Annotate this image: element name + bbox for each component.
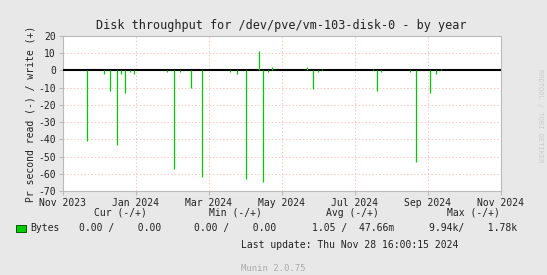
Y-axis label: Pr second read (-) / write (+): Pr second read (-) / write (+) (26, 25, 36, 202)
Text: Munin 2.0.75: Munin 2.0.75 (241, 264, 306, 273)
Text: Bytes: Bytes (30, 223, 60, 233)
Text: Avg (-/+): Avg (-/+) (327, 208, 379, 218)
Text: 1.05 /  47.66m: 1.05 / 47.66m (312, 223, 394, 233)
Title: Disk throughput for /dev/pve/vm-103-disk-0 - by year: Disk throughput for /dev/pve/vm-103-disk… (96, 19, 467, 32)
Text: Min (-/+): Min (-/+) (209, 208, 261, 218)
Text: 9.94k/    1.78k: 9.94k/ 1.78k (429, 223, 517, 233)
Text: Max (-/+): Max (-/+) (447, 208, 499, 218)
Text: 0.00 /    0.00: 0.00 / 0.00 (79, 223, 161, 233)
Text: Last update: Thu Nov 28 16:00:15 2024: Last update: Thu Nov 28 16:00:15 2024 (241, 240, 459, 249)
Text: 0.00 /    0.00: 0.00 / 0.00 (194, 223, 276, 233)
Text: Cur (-/+): Cur (-/+) (94, 208, 147, 218)
Text: RRDTOOL / TOBI OETIKER: RRDTOOL / TOBI OETIKER (537, 69, 543, 162)
